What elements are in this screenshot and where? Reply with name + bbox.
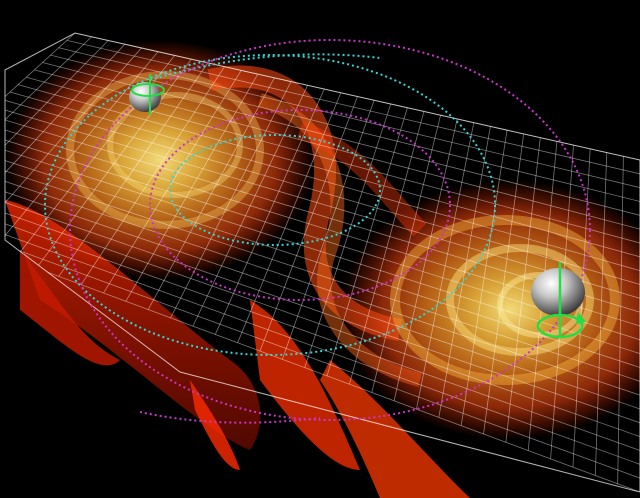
wave-emission-lobes bbox=[5, 200, 470, 498]
orbit-magenta-outer bbox=[69, 39, 591, 421]
orbit-magenta-tail bbox=[139, 411, 321, 424]
spin-ring-left bbox=[131, 83, 165, 97]
spin-arrow-right bbox=[576, 312, 586, 324]
orbit-cyan-outer bbox=[44, 54, 496, 356]
orbit-cyan-arc bbox=[149, 53, 381, 81]
grid-plane-outline bbox=[4, 32, 640, 493]
black-hole-right bbox=[531, 262, 586, 339]
orbit-trails bbox=[44, 39, 591, 424]
orbit-magenta-inner bbox=[149, 109, 451, 301]
black-hole-left bbox=[129, 74, 165, 115]
orbit-cyan-inner bbox=[169, 134, 381, 246]
